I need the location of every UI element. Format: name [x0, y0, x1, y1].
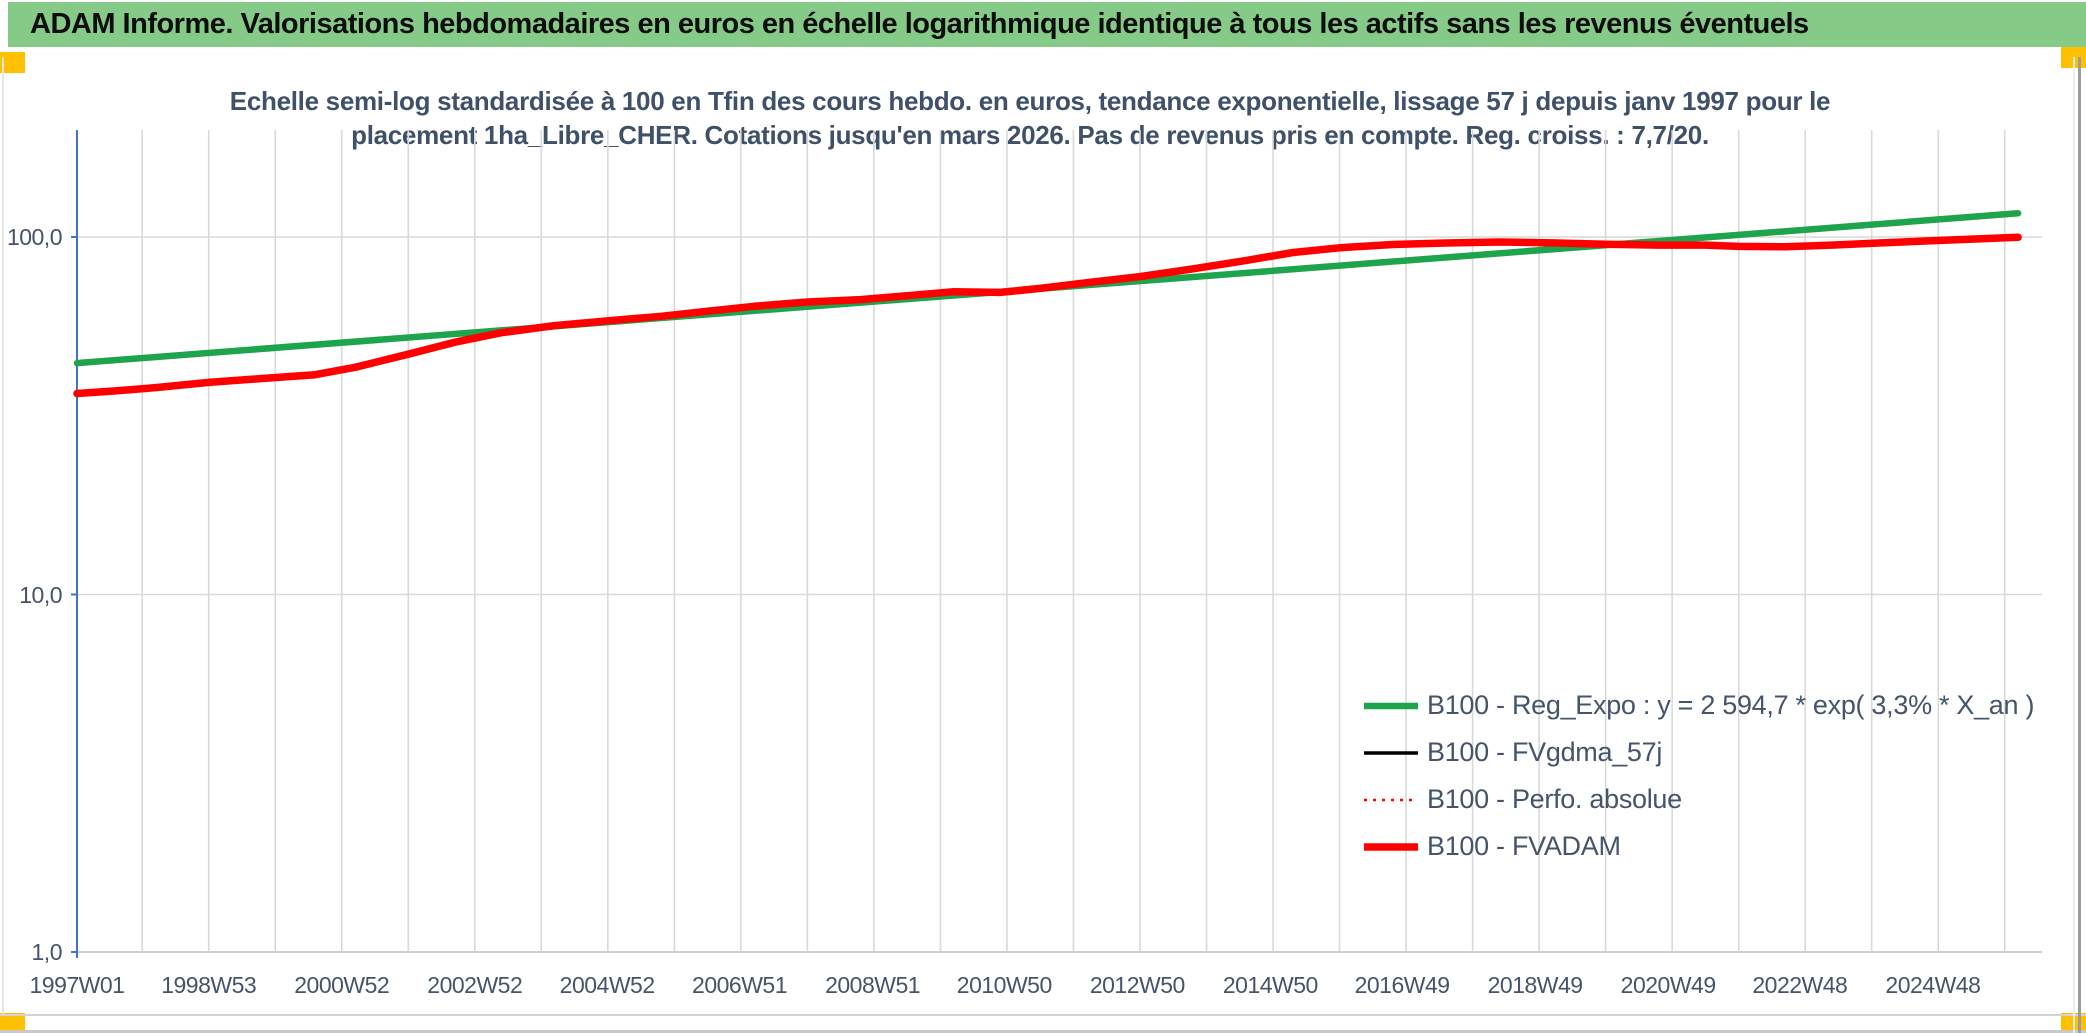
legend-swatch-icon [1364, 842, 1418, 851]
legend-row: B100 - FVADAM [1363, 823, 2034, 870]
legend-label: B100 - FVgdma_57j [1427, 737, 1663, 767]
title-bar: ADAM Informe. Valorisations hebdomadaire… [8, 2, 2086, 47]
chart-title: Echelle semi-log standardisée à 100 en T… [180, 84, 1880, 152]
y-tick-label: 10,0 [19, 581, 62, 608]
legend-swatch-icon [1364, 750, 1418, 755]
legend-swatch-icon [1364, 798, 1418, 801]
bottom-divider-line [0, 1014, 2086, 1016]
window-bottom-edge [0, 1030, 2086, 1033]
x-tick-label: 2014W50 [1222, 972, 1318, 998]
x-tick-label: 1998W53 [161, 972, 257, 998]
legend-label: B100 - Perfo. absolue [1427, 784, 1682, 814]
corner-handle-top-left[interactable] [0, 52, 25, 73]
y-tick-label: 1,0 [31, 939, 63, 965]
x-tick-label: 2002W52 [427, 972, 523, 998]
series-line-1 [75, 235, 2020, 396]
x-tick-label: 2012W50 [1089, 972, 1185, 998]
legend-swatch-icon [1364, 702, 1418, 709]
x-tick-label: 2008W51 [825, 972, 921, 998]
series-line-2 [75, 236, 2020, 395]
right-edge-bar[interactable] [2078, 57, 2081, 1033]
x-tick-label: 2010W50 [956, 972, 1052, 998]
window-title: ADAM Informe. Valorisations hebdomadaire… [30, 8, 1809, 40]
legend-row: B100 - FVgdma_57j [1363, 729, 2034, 776]
legend-row: B100 - Reg_Expo : y = 2 594,7 * exp( 3,3… [1363, 682, 2034, 729]
x-tick-label: 2018W49 [1487, 972, 1583, 998]
x-tick-label: 2000W52 [294, 972, 390, 998]
x-tick-label: 1997W01 [29, 972, 125, 998]
x-tick-label: 2006W51 [692, 972, 788, 998]
x-tick-label: 2020W49 [1620, 972, 1716, 998]
x-tick-label: 2022W48 [1752, 972, 1848, 998]
series-line-3 [73, 233, 2022, 398]
left-edge-line [2, 57, 4, 1015]
chart-title-line-2: placement 1ha_Libre_CHER. Cotations jusq… [351, 120, 1709, 150]
corner-handle-bottom-left[interactable] [0, 1013, 25, 1033]
y-tick-label: 100,0 [6, 224, 63, 250]
legend-label: B100 - FVADAM [1427, 831, 1621, 861]
x-tick-label: 2004W52 [559, 972, 655, 998]
legend: B100 - Reg_Expo : y = 2 594,7 * exp( 3,3… [1363, 682, 2034, 870]
legend-label: B100 - Reg_Expo : y = 2 594,7 * exp( 3,3… [1427, 690, 2035, 720]
chart-title-line-1: Echelle semi-log standardisée à 100 en T… [229, 86, 1831, 116]
x-tick-label: 2016W49 [1354, 972, 1450, 998]
x-tick-label: 2024W48 [1885, 972, 1981, 998]
right-light-line [2073, 57, 2075, 1033]
legend-row: B100 - Perfo. absolue [1363, 776, 2034, 823]
